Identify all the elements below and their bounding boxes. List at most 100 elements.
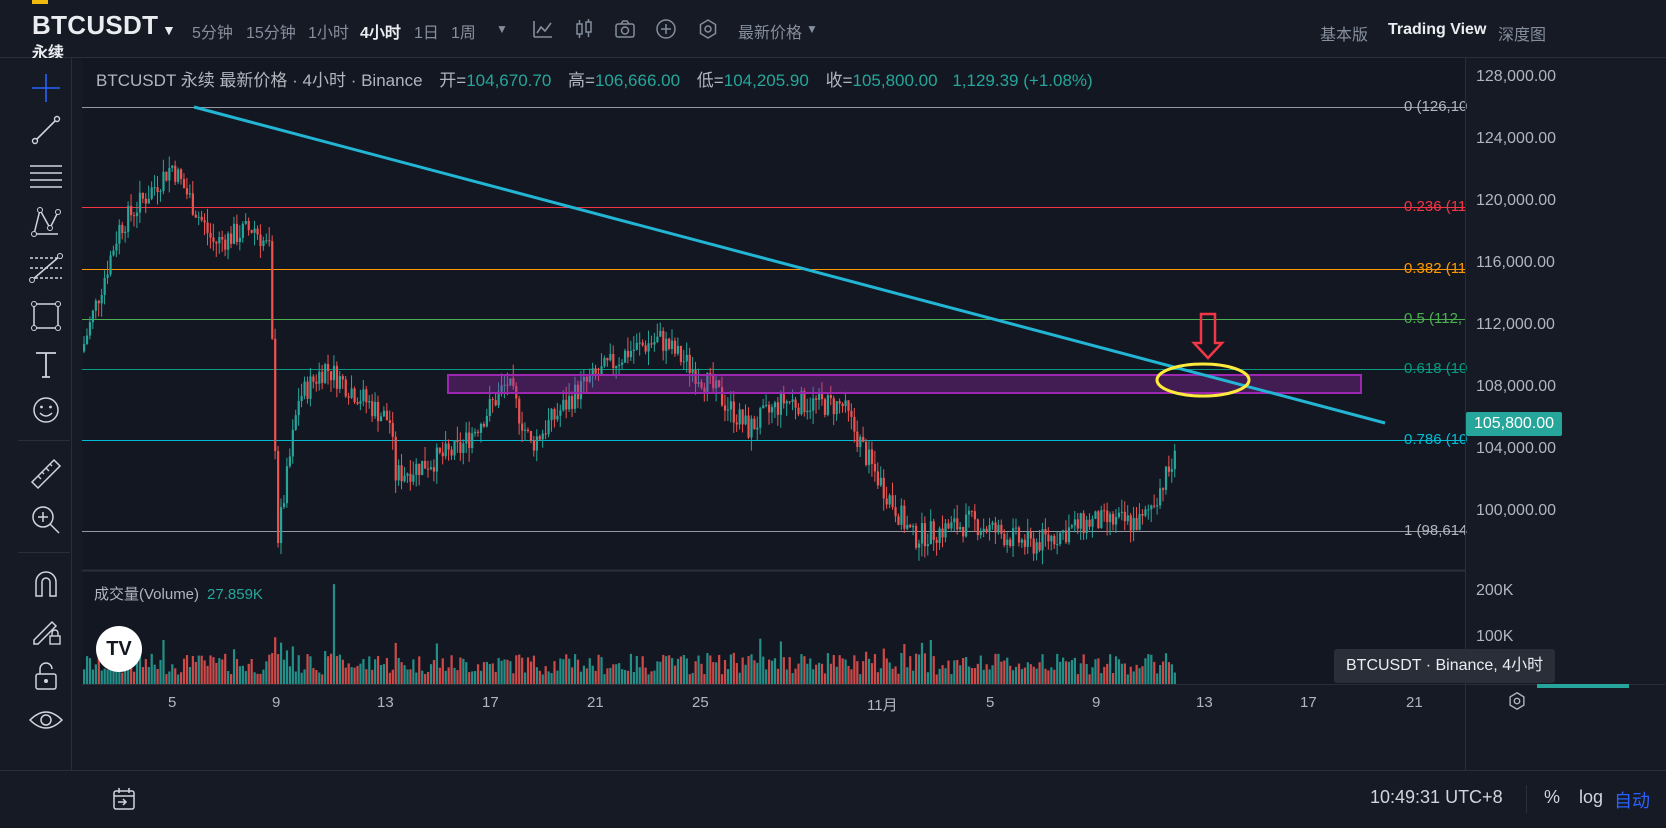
price-tick-label: 124,000.00 — [1476, 130, 1557, 147]
timeframe-1d[interactable]: 1日 — [414, 25, 439, 42]
emoji-icon[interactable] — [26, 390, 66, 430]
tab-trading-view[interactable]: Trading View — [1388, 21, 1487, 38]
volume-bar — [694, 661, 697, 684]
unlock-icon[interactable] — [26, 656, 66, 696]
ruler-icon[interactable] — [26, 454, 66, 494]
volume-bar — [177, 674, 180, 684]
volume-bar — [259, 673, 262, 684]
trendline-tool-icon[interactable] — [26, 110, 66, 150]
volume-bar — [432, 660, 436, 684]
candle-body — [509, 378, 512, 386]
calendar-icon[interactable] — [110, 785, 138, 813]
timeframe-4h[interactable]: 4小时 — [360, 25, 401, 42]
candle-body — [673, 340, 677, 354]
bottom-bar: 10:49:31 UTC+8 % log 自动 — [0, 770, 1666, 828]
lock-pencil-icon[interactable] — [26, 610, 66, 650]
volume-bar — [1126, 674, 1129, 684]
fib-tool-icon[interactable] — [26, 248, 66, 288]
candle-body — [321, 371, 324, 383]
volume-bar — [379, 665, 383, 684]
volume-bar — [1079, 663, 1082, 684]
tab-basic[interactable]: 基本版 — [1320, 27, 1369, 44]
top-bar: BTCUSDT ▼ 永续 5分钟 15分钟 1小时 4小时 1日 1周 ▼ 最新… — [0, 0, 1666, 62]
candle-body — [741, 409, 744, 425]
volume-bar — [135, 654, 139, 684]
eye-icon[interactable] — [26, 700, 66, 740]
indicators-icon[interactable] — [531, 17, 555, 41]
price-chart[interactable] — [72, 58, 1666, 770]
candle-style-icon[interactable] — [572, 17, 596, 41]
timeframe-1w[interactable]: 1周 — [451, 25, 476, 42]
log-button[interactable]: log — [1579, 787, 1604, 807]
volume-bar — [1106, 663, 1109, 684]
candle-body — [962, 527, 965, 537]
candle-body — [932, 521, 935, 540]
volume-bar — [568, 658, 571, 684]
gear-icon[interactable] — [1506, 690, 1546, 720]
settings-icon[interactable] — [696, 17, 720, 41]
candle-body — [862, 436, 865, 442]
volume-bar — [1161, 661, 1165, 684]
volume-bar — [309, 656, 312, 684]
chart-area[interactable]: BTCUSDT 永续 最新价格 · 4小时 · Binance 开=104,67… — [72, 58, 1666, 770]
volume-bar — [1167, 662, 1171, 684]
time-tick-label: 5 — [986, 694, 995, 711]
auto-button[interactable]: 自动 — [1614, 791, 1650, 811]
volume-bar — [377, 656, 380, 684]
candle-body — [1159, 488, 1162, 506]
clock[interactable]: 10:49:31 UTC+8 — [1370, 787, 1503, 807]
candle-body — [1100, 510, 1103, 529]
time-tick-label: 17 — [482, 694, 499, 711]
more-timeframes-icon[interactable]: ▼ — [496, 22, 508, 36]
crosshair-icon[interactable] — [26, 68, 66, 108]
volume-bar — [573, 654, 577, 684]
percent-button[interactable]: % — [1544, 787, 1561, 807]
camera-icon[interactable] — [613, 17, 637, 41]
candle-body — [227, 233, 230, 250]
price-scale[interactable]: 105,800.00 128,000.00 124,000.00 120,000.0… — [1465, 58, 1666, 770]
timeframe-5m[interactable]: 5分钟 — [192, 25, 233, 42]
candle-body — [506, 384, 509, 386]
candle-body — [626, 350, 630, 358]
candle-body — [838, 401, 841, 404]
volume-bar — [368, 656, 371, 684]
symbol-name[interactable]: BTCUSDT — [32, 10, 159, 40]
volume-bar — [165, 674, 168, 684]
volume-bar — [959, 665, 962, 684]
volume-bar — [335, 656, 339, 684]
volume-bar — [159, 659, 162, 684]
timeframe-1h[interactable]: 1小时 — [308, 25, 349, 42]
candle-body — [1097, 511, 1100, 529]
price-type-select[interactable]: 最新价格 — [738, 25, 803, 42]
magnet-icon[interactable] — [26, 564, 66, 604]
volume-bar — [306, 654, 309, 684]
timeframe-15m[interactable]: 15分钟 — [246, 25, 296, 42]
candle-body — [471, 433, 474, 448]
candle-body — [1117, 512, 1121, 518]
add-icon[interactable] — [654, 17, 678, 41]
volume-bar — [153, 664, 156, 684]
candle-body — [406, 473, 409, 476]
pattern-tool-icon[interactable] — [26, 202, 66, 242]
text-tool-icon[interactable] — [26, 344, 66, 384]
candle-body — [676, 345, 680, 354]
volume-bar — [515, 655, 518, 684]
candle-body — [362, 389, 365, 402]
chevron-down-icon[interactable]: ▼ — [162, 22, 176, 38]
volume-bar — [668, 655, 671, 684]
candle-body — [556, 415, 559, 420]
candle-body — [127, 205, 130, 232]
time-tick-label: 11月 — [867, 697, 898, 714]
chevron-down-icon[interactable]: ▼ — [806, 22, 818, 36]
volume-bar — [282, 659, 286, 684]
volume-bar — [456, 670, 459, 684]
candle-body — [1029, 531, 1032, 539]
horizontal-lines-icon[interactable] — [26, 156, 66, 196]
volume-bar — [147, 666, 150, 684]
volume-bar — [853, 655, 856, 684]
rectangle-tool-icon[interactable] — [26, 296, 66, 336]
zoom-in-icon[interactable] — [26, 500, 66, 540]
candle-body — [806, 410, 809, 413]
price-tick-label: 104,000.00 — [1476, 440, 1557, 457]
tab-depth[interactable]: 深度图 — [1498, 27, 1547, 44]
